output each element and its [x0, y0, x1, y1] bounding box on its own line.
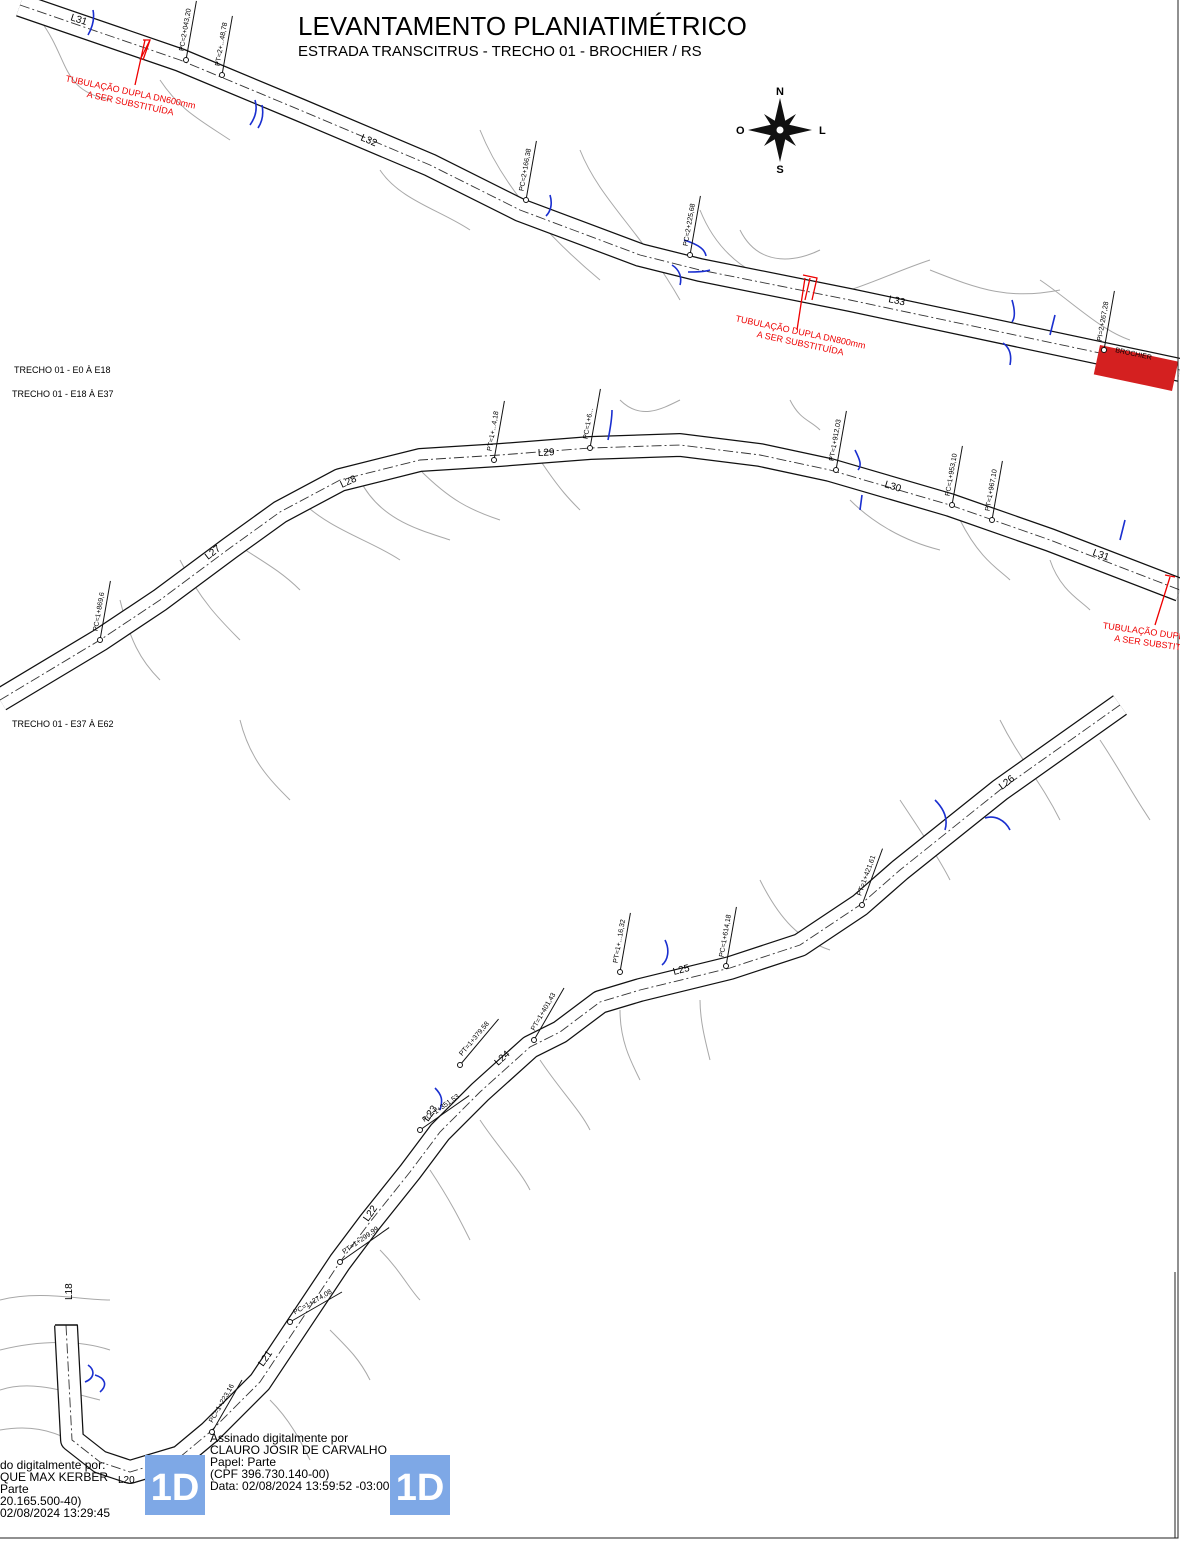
curve-label: PC=2+166,38	[519, 148, 533, 192]
curve-label: PI=2+267,28	[1097, 301, 1111, 342]
signature-line: Parte	[0, 1482, 29, 1496]
section-label: TRECHO 01 - E18 À E37	[12, 389, 114, 399]
station-tick	[619, 912, 631, 973]
station-point	[587, 445, 593, 451]
title: LEVANTAMENTO PLANIATIMÉTRICO	[298, 11, 747, 41]
station-tick	[1103, 290, 1115, 351]
curve-label: PT=1+379,58	[458, 1021, 491, 1058]
road-label: L30	[883, 479, 903, 495]
station-point	[97, 637, 103, 643]
signature-line: QUE MAX KERBER	[0, 1470, 108, 1484]
curve-label: PT=1+967,10	[985, 469, 999, 512]
station-tick	[419, 1095, 470, 1131]
station-point	[209, 1429, 215, 1435]
road-label: L29	[538, 447, 556, 459]
station-tick	[493, 400, 505, 461]
station-tick	[99, 580, 111, 641]
signature-logos: 1D 1D	[145, 1455, 450, 1515]
signature-line: do digitalmente por:	[0, 1458, 105, 1472]
subtitle: ESTRADA TRANSCITRUS - TRECHO 01 - BROCHI…	[298, 43, 702, 60]
station-point	[723, 963, 729, 969]
roads	[0, 0, 1180, 1484]
station-point	[491, 457, 497, 463]
curve-label: PT=1+912,03	[829, 419, 843, 462]
station-point	[219, 72, 225, 78]
compass-s: S	[776, 164, 783, 176]
station-point	[287, 1319, 293, 1325]
road-label: L31	[69, 12, 89, 28]
svg-text:1D: 1D	[396, 1467, 445, 1509]
section-label: TRECHO 01 - E0 À E18	[14, 365, 111, 375]
station-point	[859, 902, 865, 908]
road-label: L33	[887, 294, 906, 308]
curve-label: PC=1+953,10	[945, 453, 959, 497]
station-point	[949, 502, 955, 508]
compass-w: O	[736, 125, 745, 137]
station-tick	[689, 195, 701, 256]
station-tick	[221, 15, 233, 76]
signature-line: Assinado digitalmente por	[210, 1431, 348, 1445]
station-tick	[951, 445, 963, 506]
station-point	[617, 969, 623, 975]
station-point	[523, 197, 529, 203]
station-tick	[525, 140, 537, 201]
road-label: L20	[118, 1475, 135, 1486]
road-label: L18	[64, 1283, 75, 1300]
curve-label: PC=1+6...	[583, 407, 595, 439]
compass-e: L	[819, 125, 826, 137]
station-point	[457, 1062, 463, 1068]
signature-line: (CPF 396.730.140-00)	[210, 1467, 329, 1481]
compass-n: N	[776, 86, 784, 98]
station-point	[833, 467, 839, 473]
curve-label: PC=1+614,18	[719, 914, 733, 958]
station-point	[531, 1037, 537, 1043]
station-tick	[185, 0, 197, 61]
svg-text:1D: 1D	[151, 1467, 200, 1509]
curve-label: PC=2+225,68	[683, 203, 697, 247]
station-point	[183, 57, 189, 63]
station-tick	[339, 1227, 390, 1263]
station-point	[1101, 347, 1107, 353]
road-label: L25	[672, 963, 691, 978]
station-tick	[835, 410, 847, 471]
curve-label: PC=2+043,20	[179, 8, 193, 52]
hatched-area	[1093, 345, 1179, 391]
pipe-marks	[134, 39, 1179, 626]
station-tick	[289, 1291, 343, 1323]
access-marks	[84, 9, 1126, 1393]
signature-line: Data: 02/08/2024 13:59:52 -03:00	[210, 1479, 390, 1493]
compass	[748, 98, 812, 162]
signature-line: Papel: Parte	[210, 1455, 276, 1469]
signature-line: 02/08/2024 13:29:45	[0, 1506, 110, 1520]
station-tick	[533, 987, 565, 1041]
station-point	[687, 252, 693, 258]
station-tick	[725, 906, 737, 967]
section-label: TRECHO 01 - E37 À E62	[12, 719, 114, 729]
signature-line: 20.165.500-40)	[0, 1494, 81, 1508]
station-point	[337, 1259, 343, 1265]
station-tick	[991, 460, 1003, 521]
station-point	[417, 1127, 423, 1133]
station-tick	[589, 388, 601, 449]
station-point	[989, 517, 995, 523]
signature-line: CLAURO JOSIR DE CARVALHO	[210, 1443, 387, 1457]
station-tick	[211, 1379, 243, 1433]
station-tick	[459, 1018, 499, 1066]
station-tick	[861, 848, 883, 906]
